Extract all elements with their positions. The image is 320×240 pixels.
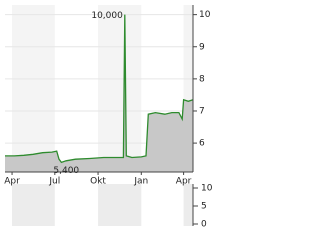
y-tick-label: 6 [199, 139, 205, 149]
background-bands [12, 5, 193, 226]
band [183, 184, 193, 226]
price-line [5, 14, 194, 164]
max-label: 10,000 [91, 11, 123, 21]
y-tick-label: 8 [199, 74, 205, 84]
band [98, 184, 142, 226]
x-tick-label: Jan [133, 177, 148, 187]
band [98, 5, 142, 172]
chart: 6 7 8 9 10 10,000 5,400 Apr Jul Okt Jan Apr 10 5 0 [4, 5, 213, 230]
x-tick-label: Apr [176, 177, 192, 187]
y-tick-label: 5 [201, 202, 207, 212]
x-tick-label: Okt [90, 177, 106, 187]
band [12, 5, 55, 172]
band [12, 184, 55, 226]
area [5, 14, 193, 172]
y-tick-label: 7 [199, 106, 205, 116]
y-tick-label: 9 [199, 42, 205, 52]
x-tick-label: Jul [48, 177, 60, 187]
x-tick-label: Apr [4, 177, 20, 187]
min-label: 5,400 [53, 166, 79, 176]
band [183, 5, 193, 172]
y-tick-label: 10 [201, 184, 213, 194]
y-tick-label: 0 [201, 220, 207, 230]
y-tick-label: 10 [199, 10, 211, 20]
